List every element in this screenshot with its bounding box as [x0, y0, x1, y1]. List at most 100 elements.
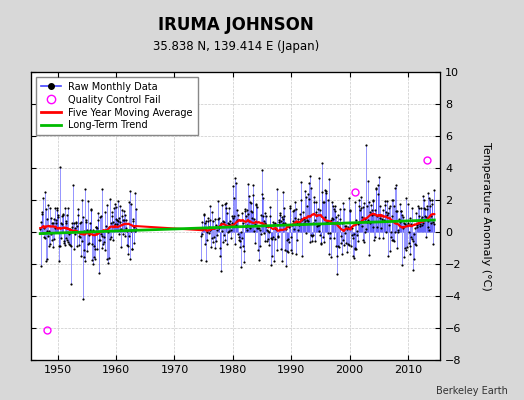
Point [92, 224, 101, 230]
Text: IRUMA JOHNSON: IRUMA JOHNSON [158, 16, 314, 34]
Point [378, 218, 386, 224]
Point [230, 213, 238, 220]
Point [340, 242, 348, 248]
Point [297, 179, 305, 185]
Point [197, 233, 205, 240]
Point [57, 235, 66, 241]
Point [45, 233, 53, 239]
Point [270, 221, 278, 228]
Point [81, 186, 89, 192]
Point [109, 219, 117, 226]
Point [198, 218, 206, 225]
Point [418, 214, 426, 221]
Point [292, 220, 301, 226]
Point [318, 189, 326, 196]
Point [363, 218, 371, 225]
Point [399, 214, 407, 220]
Point [231, 175, 239, 182]
Point [124, 251, 133, 257]
Point [85, 232, 94, 238]
Point [205, 224, 213, 230]
Point [67, 242, 75, 249]
Point [215, 215, 223, 221]
Point [324, 230, 332, 236]
Point [256, 230, 265, 237]
Point [272, 226, 280, 232]
Point [342, 240, 350, 246]
Point [264, 236, 272, 242]
Point [99, 228, 107, 234]
Point [337, 233, 345, 240]
Point [296, 211, 304, 218]
Point [402, 194, 410, 201]
Point [341, 230, 350, 236]
Point [421, 234, 430, 240]
Point [112, 215, 120, 222]
Point [258, 194, 267, 201]
Point [372, 186, 380, 193]
Point [210, 224, 218, 231]
Point [419, 220, 427, 227]
Point [324, 197, 332, 203]
Point [105, 224, 113, 230]
Point [272, 186, 281, 192]
Point [220, 231, 228, 238]
Point [200, 211, 209, 217]
Point [121, 233, 129, 239]
Point [350, 255, 358, 261]
Point [91, 246, 100, 252]
Point [236, 244, 244, 250]
Point [73, 206, 82, 213]
Point [364, 178, 372, 184]
Point [42, 228, 51, 234]
Point [79, 296, 87, 302]
Point [97, 230, 105, 237]
Point [199, 224, 207, 231]
Point [129, 224, 138, 230]
Point [217, 202, 226, 208]
Point [301, 188, 310, 195]
Point [201, 220, 209, 226]
Point [117, 226, 126, 232]
Point [332, 271, 341, 277]
Point [394, 229, 402, 235]
Point [383, 198, 391, 204]
Point [334, 212, 342, 218]
Point [429, 241, 438, 248]
Point [351, 245, 359, 251]
Point [208, 208, 216, 215]
Point [370, 237, 378, 243]
Point [373, 212, 381, 219]
Point [304, 191, 312, 197]
Point [323, 219, 331, 225]
Point [262, 212, 270, 219]
Point [276, 212, 284, 219]
Point [293, 216, 302, 223]
Point [303, 218, 312, 224]
Point [277, 214, 286, 220]
Point [59, 211, 67, 217]
Point [218, 228, 226, 234]
Point [258, 167, 266, 173]
Point [228, 215, 237, 222]
Point [316, 207, 324, 214]
Point [366, 211, 375, 218]
Point [356, 219, 364, 226]
Point [222, 210, 231, 216]
Point [285, 238, 293, 245]
Point [412, 242, 421, 248]
Point [83, 248, 92, 254]
Point [55, 258, 63, 264]
Point [67, 280, 75, 287]
Point [389, 196, 397, 203]
Point [270, 236, 279, 242]
Point [376, 215, 385, 222]
Point [209, 239, 217, 246]
Point [260, 218, 268, 224]
Point [307, 185, 315, 191]
Point [119, 217, 127, 223]
Point [309, 232, 317, 238]
Point [398, 262, 406, 268]
Point [311, 216, 319, 223]
Point [267, 262, 276, 268]
